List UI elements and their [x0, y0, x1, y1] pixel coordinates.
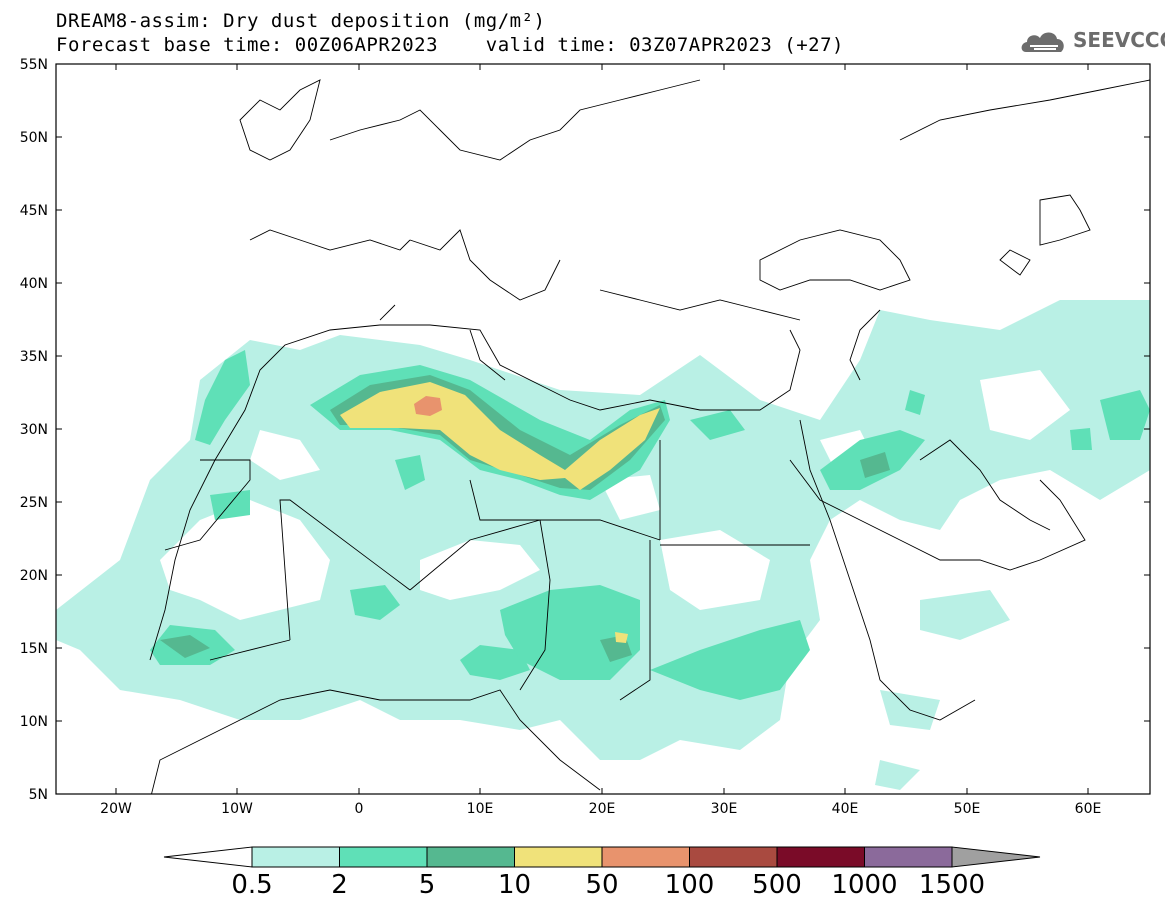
colorbar: 0.5 2 5 10 50 100 500 1000 1500 — [163, 846, 1041, 900]
colorbar-segment — [251, 846, 340, 868]
colorbar-label: 100 — [665, 870, 715, 900]
lat-label: 10N — [20, 714, 48, 730]
colorbar-under-arrow — [163, 846, 253, 868]
lon-label: 10W — [221, 801, 253, 817]
colorbar-label: 0.5 — [231, 870, 272, 900]
lon-label: 10E — [467, 801, 494, 817]
colorbar-label: 1500 — [919, 870, 985, 900]
colorbar-segment — [601, 846, 690, 868]
lat-label: 30N — [20, 422, 48, 438]
lat-label: 15N — [20, 641, 48, 657]
colorbar-segment — [864, 846, 953, 868]
lat-label: 25N — [20, 495, 48, 511]
lon-label: 0 — [355, 801, 364, 817]
colorbar-segment — [514, 846, 603, 868]
lon-label: 30E — [711, 801, 738, 817]
map-subtitle: Forecast base time: 00Z06APR2023 valid t… — [56, 34, 844, 56]
colorbar-segment — [339, 846, 428, 868]
lat-label: 35N — [20, 349, 48, 365]
colorbar-over-arrow — [951, 846, 1041, 868]
axis-ticks: 20W 10W 0 10E 20E 30E 40E 50E 60E 55N 50N 45N 40N 35N… — [20, 57, 1150, 817]
colorbar-label: 1000 — [831, 870, 897, 900]
lat-label: 55N — [20, 57, 48, 73]
colorbar-segment — [776, 846, 865, 868]
colorbar-label: 50 — [585, 870, 618, 900]
lat-label: 50N — [20, 130, 48, 146]
lon-label: 40E — [832, 801, 859, 817]
lon-label: 20W — [100, 801, 132, 817]
dust-field — [56, 300, 1150, 790]
colorbar-label: 5 — [419, 870, 436, 900]
colorbar-label: 500 — [752, 870, 802, 900]
colorbar-label: 2 — [331, 870, 348, 900]
colorbar-label: 10 — [498, 870, 531, 900]
lat-label: 20N — [20, 568, 48, 584]
lon-label: 50E — [954, 801, 981, 817]
lat-label: 40N — [20, 276, 48, 292]
lat-label: 5N — [29, 787, 48, 803]
dust-contour-50 — [414, 396, 442, 416]
coastlines — [149, 79, 1150, 794]
lon-label: 20E — [589, 801, 616, 817]
lat-label: 45N — [20, 203, 48, 219]
logo-text: SEEVCCC — [1073, 28, 1165, 52]
colorbar-segment — [426, 846, 515, 868]
lon-label: 60E — [1075, 801, 1102, 817]
map-title: DREAM8-assim: Dry dust deposition (mg/m²… — [56, 10, 546, 32]
colorbar-segment — [689, 846, 778, 868]
cloud-icon — [1021, 32, 1064, 52]
